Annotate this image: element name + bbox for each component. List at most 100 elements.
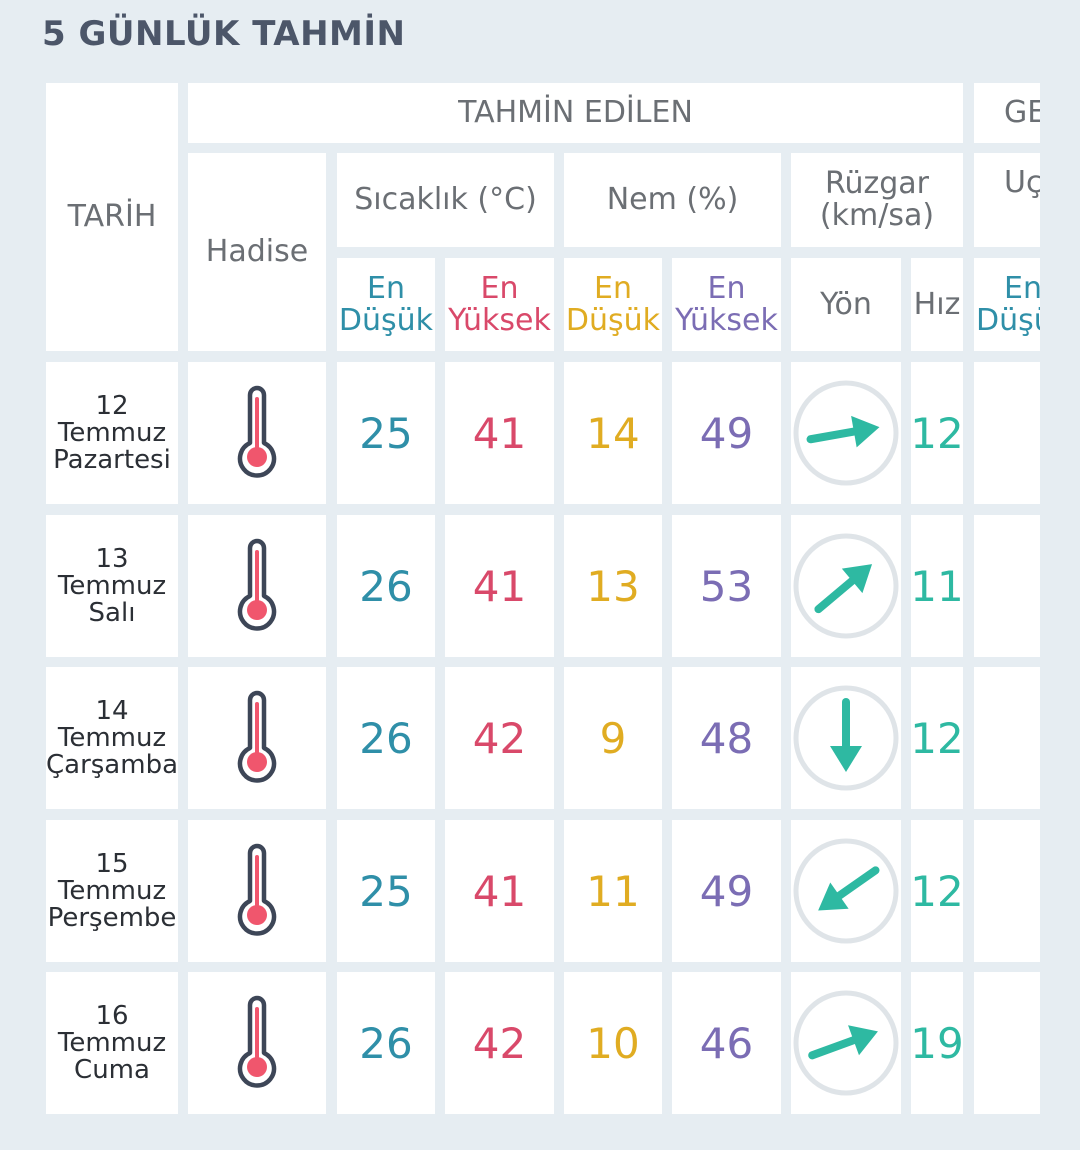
thermometer-icon <box>237 690 277 783</box>
temp-low-value: 26 <box>359 713 413 763</box>
header-temp: Sıcaklık (°C) <box>337 153 554 247</box>
date-cell: 13 Temmuz Salı <box>46 515 178 657</box>
wind-speed-value: 11 <box>910 561 964 611</box>
header-date: TARİH <box>46 83 178 351</box>
header-event: Hadise <box>188 153 326 351</box>
header-wind-speed-label: Hız <box>913 286 961 322</box>
temp-low-cell: 25 <box>337 820 435 962</box>
wind-arrow-icon <box>793 533 899 639</box>
header-forecast: TAHMİN EDİLEN <box>188 83 963 143</box>
date-weekday: Pazartesi <box>53 444 171 475</box>
hum-low-cell: 11 <box>564 820 662 962</box>
header-wind-label: Rüzgar <box>824 166 930 201</box>
header-hum-high-label: Yüksek <box>675 302 778 338</box>
wind-speed-cell: 19 <box>910 972 964 1114</box>
date-cell: 14 Temmuz Çarşamba <box>46 667 178 809</box>
date-day: 16 <box>95 1000 129 1031</box>
header-next-sub: Uç <box>974 153 1040 247</box>
temp-low-value: 26 <box>359 561 413 611</box>
temp-high-cell: 41 <box>445 820 554 962</box>
temp-high-value: 41 <box>472 561 527 611</box>
wind-arrow-icon <box>793 380 899 486</box>
wind-arrow-icon <box>793 838 899 944</box>
hum-high-value: 46 <box>699 1018 754 1068</box>
temp-low-cell: 26 <box>337 972 435 1114</box>
temp-low-value: 25 <box>359 408 413 458</box>
header-next-low-en: En <box>1004 270 1040 306</box>
date-weekday: Perşembe <box>47 902 177 933</box>
date-month: Temmuz <box>57 570 167 601</box>
header-event-label: Hadise <box>205 234 309 269</box>
event-cell <box>188 362 326 504</box>
header-hum-low-en: En <box>594 270 632 306</box>
wind-arrow-icon <box>793 990 899 1096</box>
wind-speed-value: 12 <box>910 866 964 916</box>
event-cell <box>188 820 326 962</box>
thermometer-icon <box>237 995 277 1088</box>
hum-low-cell: 13 <box>564 515 662 657</box>
wind-speed-cell: 12 <box>910 362 964 504</box>
header-wind-direction: Yön <box>791 258 901 351</box>
date-day: 13 <box>95 543 129 574</box>
temp-low-cell: 26 <box>337 515 435 657</box>
wind-direction-cell <box>791 515 901 657</box>
hum-low-value: 11 <box>586 866 640 916</box>
hum-low-value: 14 <box>586 408 640 458</box>
thermometer-icon <box>237 538 277 631</box>
next-group-cell <box>974 972 1040 1114</box>
event-cell <box>188 972 326 1114</box>
temp-high-cell: 41 <box>445 362 554 504</box>
date-day: 14 <box>95 695 129 726</box>
header-temp-high-en: En <box>480 270 519 306</box>
temp-low-cell: 26 <box>337 667 435 809</box>
wind-direction-cell <box>791 362 901 504</box>
wind-arrow-icon <box>793 685 899 791</box>
wind-direction-cell <box>791 820 901 962</box>
next-group-cell <box>974 515 1040 657</box>
header-forecast-label: TAHMİN EDİLEN <box>458 95 693 130</box>
hum-high-cell: 46 <box>672 972 781 1114</box>
hum-high-value: 48 <box>699 713 754 763</box>
hum-low-cell: 9 <box>564 667 662 809</box>
header-date-label: TARİH <box>67 199 157 234</box>
event-cell <box>188 515 326 657</box>
date-day: 15 <box>95 848 129 879</box>
wind-speed-value: 12 <box>910 713 964 763</box>
thermometer-icon <box>237 843 277 936</box>
temp-high-value: 42 <box>472 713 527 763</box>
next-group-cell <box>974 820 1040 962</box>
wind-speed-value: 19 <box>910 1018 964 1068</box>
date-day: 12 <box>95 390 129 421</box>
date-cell: 16 Temmuz Cuma <box>46 972 178 1114</box>
temp-high-cell: 42 <box>445 667 554 809</box>
next-group-cell <box>974 362 1040 504</box>
header-next-sub-label: Uç <box>1004 165 1040 200</box>
header-hum-low-label: Düşük <box>565 302 661 338</box>
wind-speed-cell: 11 <box>910 515 964 657</box>
temp-high-value: 41 <box>472 866 527 916</box>
hum-low-cell: 14 <box>564 362 662 504</box>
temp-high-cell: 41 <box>445 515 554 657</box>
header-temp-low: En Düşük <box>337 258 435 351</box>
header-humidity: Nem (%) <box>564 153 781 247</box>
hum-low-cell: 10 <box>564 972 662 1114</box>
wind-direction-cell <box>791 667 901 809</box>
hum-high-value: 49 <box>699 408 754 458</box>
date-cell: 15 Temmuz Perşembe <box>46 820 178 962</box>
header-temp-low-en: En <box>367 270 405 306</box>
temp-low-value: 25 <box>359 866 413 916</box>
hum-low-value: 13 <box>586 561 640 611</box>
date-month: Temmuz <box>57 417 167 448</box>
header-next-low: En Düşü <box>974 258 1040 351</box>
hum-high-cell: 53 <box>672 515 781 657</box>
temp-high-value: 42 <box>472 1018 527 1068</box>
temp-low-value: 26 <box>359 1018 413 1068</box>
header-wind: Rüzgar (km/sa) <box>791 153 963 247</box>
header-hum-high: En Yüksek <box>672 258 781 351</box>
temp-high-cell: 42 <box>445 972 554 1114</box>
header-next-group-label: GE <box>1004 95 1040 130</box>
date-month: Temmuz <box>57 875 167 906</box>
header-temp-high-label: Yüksek <box>448 302 551 338</box>
hum-high-cell: 49 <box>672 820 781 962</box>
hum-high-value: 49 <box>699 866 754 916</box>
